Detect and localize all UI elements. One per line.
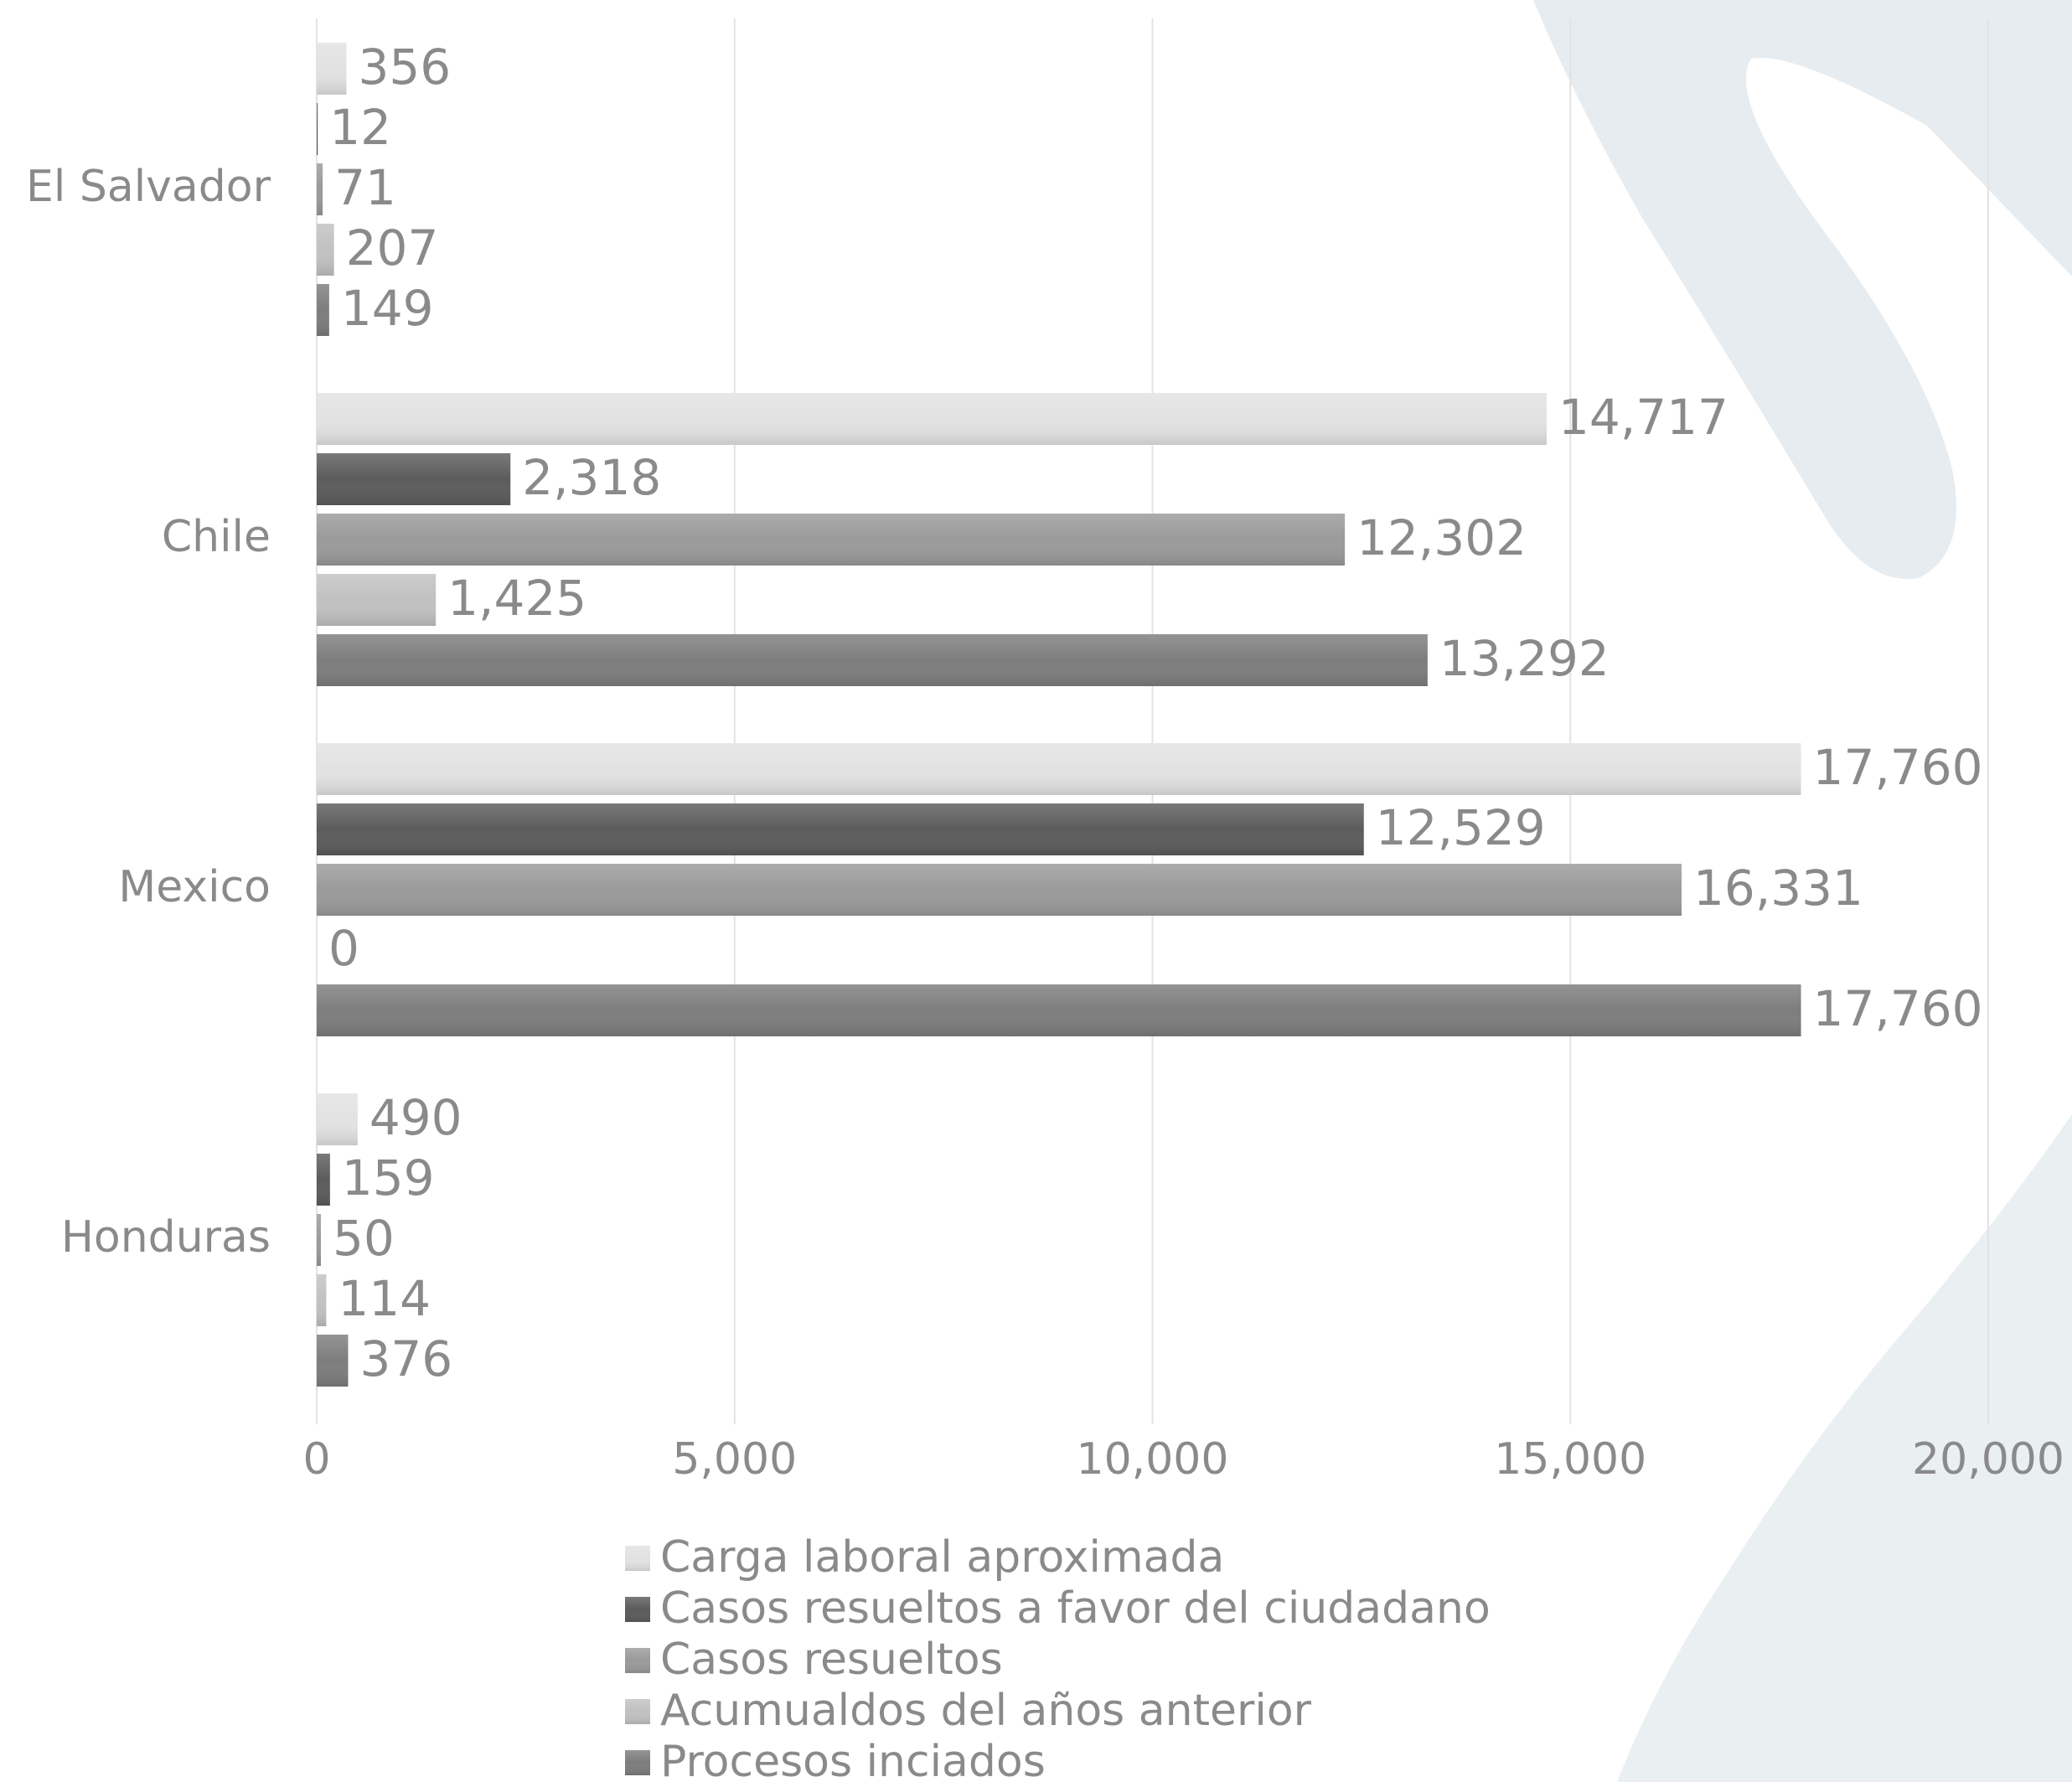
bar-procesos-inciados-chile <box>317 634 1428 686</box>
bar-shading <box>317 984 1801 1036</box>
data-label: 149 <box>341 280 434 337</box>
legend-swatch-shading <box>625 1597 650 1622</box>
x-tick-label: 15,000 <box>1494 1434 1646 1485</box>
legend-label: Casos resueltos <box>660 1635 1003 1685</box>
bar-casos-resueltos-a-favor-del-ciudadano-honduras <box>317 1154 330 1206</box>
bar-casos-resueltos-a-favor-del-ciudadano-chile <box>317 453 511 505</box>
bar-shading <box>317 1335 349 1387</box>
x-tick-label: 20,000 <box>1912 1434 2064 1485</box>
data-label: 12 <box>329 99 391 156</box>
legend-item-casos-resueltos-a-favor-del-ciudadano: Casos resueltos a favor del ciudadano <box>625 1583 1491 1634</box>
x-tick-label: 10,000 <box>1077 1434 1229 1485</box>
legend-label: Acumualdos del años anterior <box>660 1686 1312 1736</box>
data-label: 14,717 <box>1558 389 1728 446</box>
bar-acumualdos-del-anos-anterior-honduras <box>317 1274 327 1326</box>
data-label: 376 <box>360 1330 453 1387</box>
category-label-mexico: Mexico <box>118 862 271 912</box>
bar-shading <box>317 284 329 336</box>
bar-shading <box>317 743 1801 795</box>
legend-label: Procesos inciados <box>660 1737 1046 1782</box>
data-label: 71 <box>334 159 396 216</box>
data-label: 207 <box>346 220 439 276</box>
bar-shading <box>317 453 511 505</box>
bar-procesos-inciados-honduras <box>317 1335 349 1387</box>
leaf-shape-bottom-right <box>1617 1114 2072 1782</box>
legend-item-casos-resueltos: Casos resueltos <box>625 1635 1003 1685</box>
legend-label: Carga laboral aproximada <box>660 1532 1224 1583</box>
bar-shading <box>317 1274 327 1326</box>
data-label: 12,529 <box>1376 799 1546 856</box>
bar-casos-resueltos-a-favor-del-ciudadano-el-salvador <box>317 103 318 155</box>
category-label-el-salvador: El Salvador <box>26 162 271 212</box>
legend-swatch-shading <box>625 1750 650 1775</box>
bar-acumualdos-del-anos-anterior-el-salvador <box>317 224 334 276</box>
bar-casos-resueltos-chile <box>317 514 1346 566</box>
legend-swatch-shading <box>625 1546 650 1571</box>
data-label: 50 <box>333 1210 395 1267</box>
data-label: 356 <box>359 39 452 96</box>
bar-shading <box>317 634 1428 686</box>
category-label-chile: Chile <box>162 512 271 562</box>
bar-procesos-inciados-el-salvador <box>317 284 329 336</box>
bar-casos-resueltos-mexico <box>317 864 1682 916</box>
bars <box>317 43 1801 1387</box>
bar-shading <box>317 163 323 215</box>
leaf-shape-top-right <box>1533 0 2072 580</box>
legend-label: Casos resueltos a favor del ciudadano <box>660 1583 1491 1634</box>
bar-shading <box>317 224 334 276</box>
bar-shading <box>317 1214 321 1266</box>
data-label: 114 <box>338 1270 431 1327</box>
bar-shading <box>317 103 318 155</box>
data-label: 490 <box>369 1089 462 1146</box>
legend-swatch-shading <box>625 1699 650 1724</box>
bar-shading <box>317 864 1682 916</box>
legend-item-carga-laboral-aproximada: Carga laboral aproximada <box>625 1532 1224 1583</box>
bar-carga-laboral-aproximada-chile <box>317 393 1548 445</box>
x-tick-label: 5,000 <box>672 1434 797 1485</box>
bar-carga-laboral-aproximada-mexico <box>317 743 1801 795</box>
data-label: 159 <box>342 1149 435 1206</box>
bar-shading <box>317 393 1548 445</box>
x-tick-label: 0 <box>302 1434 330 1485</box>
bar-shading <box>317 43 347 95</box>
bar-shading <box>317 514 1346 566</box>
legend-item-procesos-inciados: Procesos inciados <box>625 1737 1046 1782</box>
bar-shading <box>317 1093 358 1145</box>
data-label: 16,331 <box>1693 860 1863 917</box>
bar-casos-resueltos-honduras <box>317 1214 321 1266</box>
data-label: 17,760 <box>1813 739 1983 796</box>
bar-carga-laboral-aproximada-el-salvador <box>317 43 347 95</box>
bar-shading <box>317 1154 330 1206</box>
category-label-honduras: Honduras <box>61 1212 271 1263</box>
bar-acumualdos-del-anos-anterior-chile <box>317 574 437 626</box>
background-decoration <box>1533 0 2072 1782</box>
bar-carga-laboral-aproximada-honduras <box>317 1093 358 1145</box>
bar-shading <box>317 803 1364 855</box>
data-label: 2,318 <box>522 449 661 506</box>
legend-swatch-shading <box>625 1648 650 1673</box>
legend-item-acumualdos-del-anos-anterior: Acumualdos del años anterior <box>625 1686 1312 1736</box>
data-label: 1,425 <box>447 570 586 627</box>
data-label: 17,760 <box>1813 980 1983 1037</box>
bar-casos-resueltos-a-favor-del-ciudadano-mexico <box>317 803 1364 855</box>
data-label: 12,302 <box>1356 509 1527 566</box>
data-label: 0 <box>328 920 359 977</box>
bar-casos-resueltos-el-salvador <box>317 163 323 215</box>
data-label: 13,292 <box>1439 630 1610 687</box>
bar-shading <box>317 574 437 626</box>
bar-procesos-inciados-mexico <box>317 984 1801 1036</box>
